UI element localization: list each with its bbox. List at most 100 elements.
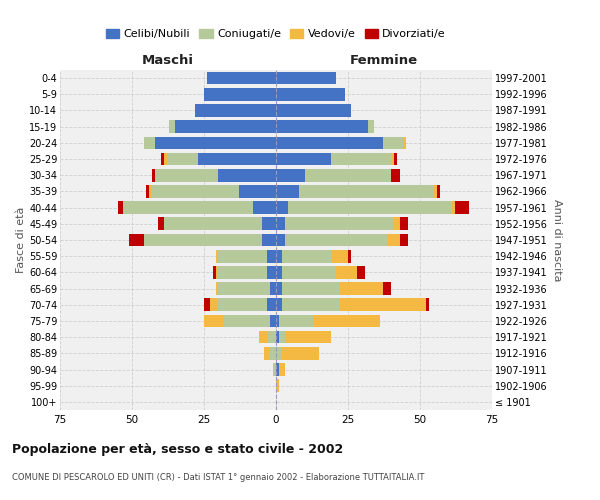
Bar <box>331 250 348 262</box>
Bar <box>273 363 276 376</box>
Bar <box>149 185 152 198</box>
Bar <box>388 234 400 246</box>
Bar <box>282 266 337 278</box>
Bar <box>337 266 356 278</box>
Bar <box>276 347 282 360</box>
Bar <box>276 298 282 311</box>
Bar <box>215 250 218 262</box>
Bar <box>218 266 268 278</box>
Bar <box>158 218 164 230</box>
Bar <box>204 88 276 101</box>
Bar <box>146 185 149 198</box>
Bar <box>279 331 284 344</box>
Bar <box>215 282 218 295</box>
Bar <box>276 218 284 230</box>
Bar <box>268 298 276 311</box>
Bar <box>287 202 452 214</box>
Bar <box>276 72 337 85</box>
Bar <box>276 363 279 376</box>
Bar <box>152 169 155 181</box>
Bar <box>400 218 409 230</box>
Bar <box>124 202 253 214</box>
Bar <box>391 169 400 181</box>
Bar <box>276 88 345 101</box>
Bar <box>276 136 383 149</box>
Bar <box>313 314 380 328</box>
Bar <box>270 314 276 328</box>
Bar <box>143 234 262 246</box>
Bar <box>207 72 276 85</box>
Bar <box>276 266 282 278</box>
Bar <box>169 120 175 133</box>
Bar <box>152 185 239 198</box>
Y-axis label: Fasce di età: Fasce di età <box>16 207 26 273</box>
Bar <box>155 136 276 149</box>
Bar <box>276 331 279 344</box>
Bar <box>265 347 270 360</box>
Bar <box>276 202 287 214</box>
Bar <box>155 169 218 181</box>
Bar <box>210 298 218 311</box>
Bar <box>276 152 331 166</box>
Bar <box>383 136 403 149</box>
Bar <box>164 218 262 230</box>
Bar <box>268 250 276 262</box>
Bar <box>161 152 164 166</box>
Bar <box>284 331 331 344</box>
Bar <box>434 185 437 198</box>
Text: Maschi: Maschi <box>142 54 194 67</box>
Bar <box>253 202 276 214</box>
Bar <box>270 282 276 295</box>
Bar <box>282 250 331 262</box>
Bar <box>262 234 276 246</box>
Bar <box>400 234 409 246</box>
Bar <box>259 331 268 344</box>
Bar <box>331 152 391 166</box>
Bar <box>276 234 284 246</box>
Bar <box>368 120 374 133</box>
Bar <box>455 202 469 214</box>
Bar <box>279 314 313 328</box>
Bar <box>218 298 268 311</box>
Bar <box>276 250 282 262</box>
Bar <box>268 266 276 278</box>
Bar <box>276 120 368 133</box>
Bar <box>212 266 215 278</box>
Bar <box>118 202 124 214</box>
Bar <box>279 363 284 376</box>
Bar <box>164 152 167 166</box>
Y-axis label: Anni di nascita: Anni di nascita <box>551 198 562 281</box>
Text: Popolazione per età, sesso e stato civile - 2002: Popolazione per età, sesso e stato civil… <box>12 442 343 456</box>
Bar <box>282 347 319 360</box>
Bar <box>276 185 299 198</box>
Bar <box>218 282 270 295</box>
Legend: Celibi/Nubili, Coniugati/e, Vedovi/e, Divorziati/e: Celibi/Nubili, Coniugati/e, Vedovi/e, Di… <box>101 24 451 44</box>
Text: Femmine: Femmine <box>350 54 418 67</box>
Bar <box>348 250 351 262</box>
Bar <box>175 120 276 133</box>
Bar <box>268 331 276 344</box>
Bar <box>391 152 394 166</box>
Bar <box>143 136 155 149</box>
Bar <box>204 314 224 328</box>
Bar <box>276 282 282 295</box>
Bar <box>204 298 210 311</box>
Bar <box>437 185 440 198</box>
Bar <box>167 152 198 166</box>
Bar <box>198 152 276 166</box>
Bar <box>276 314 279 328</box>
Bar <box>276 169 305 181</box>
Bar <box>276 380 279 392</box>
Bar <box>282 282 340 295</box>
Bar <box>276 104 351 117</box>
Bar <box>394 152 397 166</box>
Bar <box>340 298 426 311</box>
Bar <box>356 266 365 278</box>
Bar <box>196 104 276 117</box>
Bar <box>383 282 391 295</box>
Bar <box>284 234 388 246</box>
Bar <box>218 250 268 262</box>
Bar <box>218 169 276 181</box>
Bar <box>394 218 400 230</box>
Bar <box>239 185 276 198</box>
